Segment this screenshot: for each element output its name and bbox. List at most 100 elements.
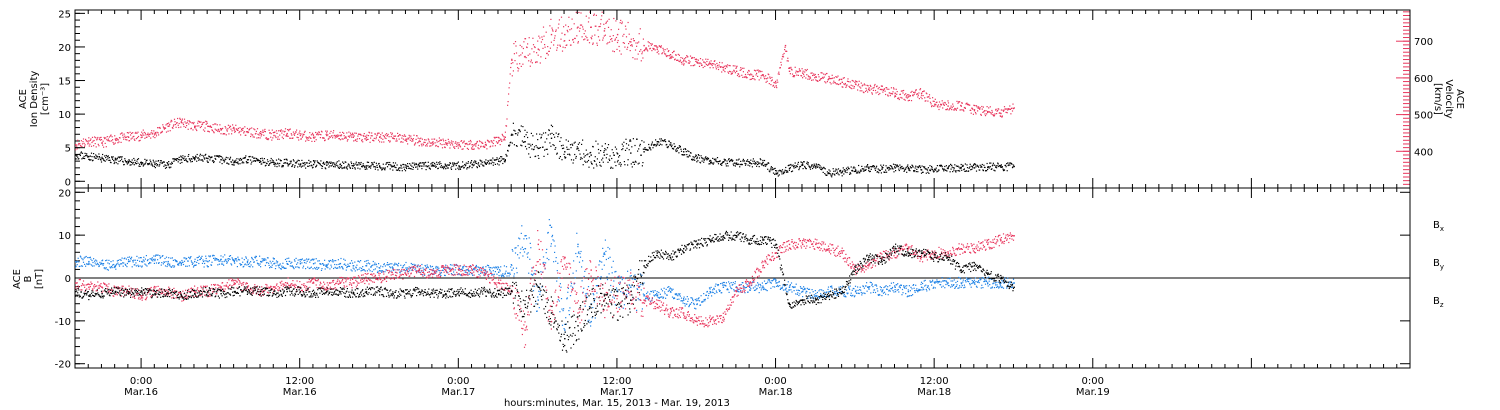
velocity-series-point bbox=[357, 135, 359, 137]
by-series-point bbox=[643, 294, 646, 296]
by-series-point bbox=[530, 247, 532, 249]
density-series-point bbox=[712, 163, 714, 165]
velocity-series-point bbox=[292, 137, 294, 139]
velocity-series-point bbox=[131, 132, 133, 134]
density-series-point bbox=[671, 144, 673, 146]
by-series-point bbox=[264, 264, 266, 267]
velocity-series-point bbox=[981, 105, 983, 108]
density-series-point bbox=[421, 168, 423, 170]
density-series-point bbox=[434, 164, 436, 166]
density-series-point bbox=[397, 169, 399, 171]
density-series-point bbox=[363, 165, 365, 167]
velocity-series-point bbox=[75, 149, 77, 151]
velocity-series-point bbox=[256, 128, 259, 130]
velocity-series-point bbox=[850, 84, 852, 86]
velocity-series-point bbox=[625, 36, 628, 38]
velocity-series-point bbox=[601, 15, 603, 17]
by-series-point bbox=[545, 252, 547, 254]
density-series-point bbox=[292, 159, 294, 161]
by-series-point bbox=[262, 260, 264, 262]
density-series-point bbox=[474, 160, 476, 162]
velocity-series-point bbox=[384, 137, 386, 139]
density-series-point bbox=[573, 159, 575, 161]
by-series-point bbox=[662, 296, 665, 298]
by-series-point bbox=[438, 270, 440, 272]
density-series-point bbox=[355, 161, 357, 163]
by-series-point bbox=[137, 264, 139, 266]
velocity-series-point bbox=[174, 121, 176, 123]
velocity-series-point bbox=[490, 145, 492, 147]
density-series-point bbox=[440, 165, 443, 167]
density-series-point bbox=[767, 168, 769, 170]
by-series-point bbox=[554, 245, 556, 247]
density-series-point bbox=[159, 162, 161, 164]
velocity-series-point bbox=[376, 134, 378, 136]
by-series-point bbox=[354, 261, 356, 263]
density-series-point bbox=[453, 162, 455, 164]
by-series-point bbox=[211, 261, 213, 263]
density-series-point bbox=[923, 166, 925, 168]
velocity-series-point bbox=[642, 38, 644, 40]
density-series-point bbox=[715, 158, 717, 160]
by-series-point bbox=[345, 269, 347, 271]
by-series-point bbox=[428, 274, 430, 276]
velocity-series-point bbox=[257, 137, 260, 139]
density-series-point bbox=[253, 160, 255, 162]
velocity-series-point bbox=[317, 133, 319, 135]
density-series-point bbox=[927, 167, 929, 169]
density-series-point bbox=[969, 163, 971, 165]
velocity-series-point bbox=[647, 41, 649, 43]
by-series-point bbox=[595, 278, 597, 280]
density-series-point bbox=[276, 166, 278, 168]
velocity-series-point bbox=[541, 36, 543, 38]
velocity-series-point bbox=[556, 47, 558, 49]
velocity-series-point bbox=[208, 131, 210, 133]
velocity-series-point bbox=[373, 137, 375, 139]
density-series-point bbox=[849, 172, 851, 174]
velocity-series-point bbox=[860, 87, 862, 89]
velocity-series-point bbox=[340, 134, 343, 136]
density-series-point bbox=[879, 169, 881, 172]
density-series-point bbox=[104, 155, 106, 157]
by-series-point bbox=[290, 265, 292, 267]
velocity-series-point bbox=[587, 39, 589, 41]
density-series-point bbox=[992, 162, 994, 164]
velocity-series-point bbox=[849, 81, 851, 83]
density-series-point bbox=[343, 167, 345, 169]
by-series-point bbox=[511, 264, 513, 266]
density-series-point bbox=[991, 168, 993, 170]
density-series-point bbox=[435, 166, 437, 168]
velocity-series-point bbox=[92, 140, 94, 142]
density-series-point bbox=[358, 164, 360, 166]
density-series-point bbox=[100, 161, 103, 163]
velocity-series-point bbox=[950, 107, 952, 109]
velocity-series-point bbox=[694, 58, 696, 60]
density-series-point bbox=[181, 157, 183, 159]
by-series-point bbox=[538, 307, 540, 309]
velocity-series-point bbox=[472, 146, 474, 148]
by-series-point bbox=[144, 263, 146, 265]
velocity-series-point bbox=[486, 148, 488, 150]
density-series-point bbox=[919, 165, 921, 167]
velocity-series-point bbox=[931, 105, 933, 107]
density-series-point bbox=[795, 166, 797, 169]
velocity-series-point bbox=[999, 112, 1001, 114]
velocity-series-point bbox=[614, 39, 616, 41]
density-series-anchor-point bbox=[815, 165, 817, 168]
velocity-series-point bbox=[336, 136, 338, 138]
velocity-series-point bbox=[349, 132, 352, 134]
density-series-point bbox=[830, 173, 832, 175]
density-series-point bbox=[245, 155, 247, 157]
by-series-point bbox=[606, 276, 608, 278]
density-series-point bbox=[209, 157, 211, 159]
velocity-series-point bbox=[1003, 109, 1005, 111]
density-series-point bbox=[494, 163, 496, 165]
velocity-series-point bbox=[356, 138, 358, 140]
density-series-point bbox=[413, 162, 415, 164]
velocity-series-point bbox=[771, 76, 773, 79]
velocity-series-anchor-point bbox=[683, 59, 685, 61]
density-series-anchor-point bbox=[669, 144, 672, 146]
by-series-point bbox=[333, 260, 335, 262]
velocity-series-point bbox=[797, 71, 799, 73]
by-series-point bbox=[629, 284, 631, 287]
